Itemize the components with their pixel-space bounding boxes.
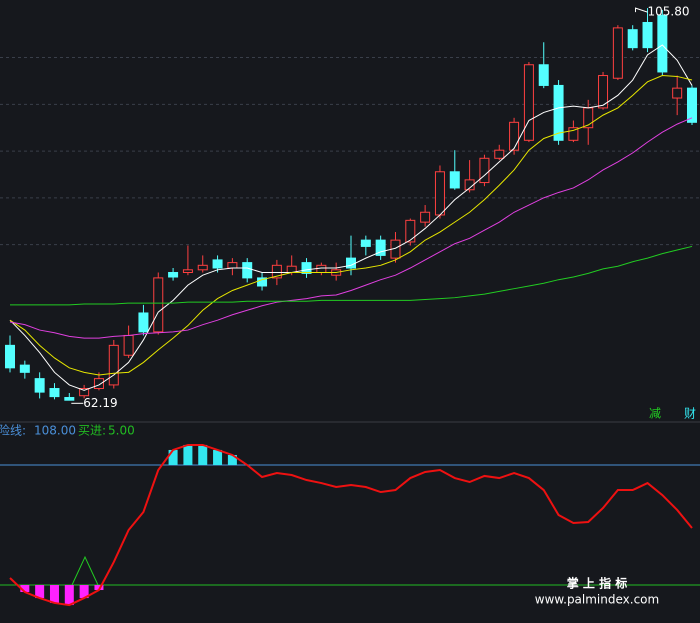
moving-average [10,245,693,306]
candle-body [153,277,164,333]
candle-body [568,127,579,141]
risk-value: 108.00 [34,424,76,438]
candle-body [316,264,327,274]
below-bar [20,585,30,593]
candle-body [123,334,134,356]
candle-body [553,84,564,141]
candle-body [657,14,668,73]
candle-body [242,262,253,279]
above-bar [227,454,237,465]
candle-body [538,64,549,86]
buy-value: 5.00 [108,424,135,438]
candle-body [138,312,149,333]
watermark-url: www.palmindex.com [535,593,659,607]
candle-body [168,272,179,278]
candle-body [405,219,416,243]
candle-body [108,344,119,386]
candle-body [19,364,30,373]
candle-body [301,262,312,274]
buy-name: 买进: [78,424,106,438]
high-pointer [635,7,648,13]
low-label: 62.19 [83,396,117,410]
below-bar [64,585,74,606]
candle-body [642,21,653,49]
watermark-title: 掌 上 指 标 [567,576,628,591]
below-bar [35,585,45,599]
signal-label: 财 [684,407,696,421]
candle-body [49,388,60,398]
candle-body [64,397,75,401]
below-bar [79,585,89,599]
candle-body [182,269,193,274]
candle-body [523,64,534,141]
candle-body [449,171,460,189]
high-label: 105.80 [648,5,690,19]
candle-body [612,27,623,79]
candle-body [257,277,268,287]
candle-body [227,262,238,269]
candle-body [434,171,445,216]
candle-body [479,157,490,184]
candle-body [494,149,505,159]
candle-body [598,75,609,109]
candle-body [464,179,475,191]
candle-body [346,257,356,269]
moving-average [9,117,693,339]
candle-body [672,87,683,99]
candle-body [509,121,520,151]
candle-body [212,259,223,269]
below-bar [49,585,59,603]
above-bar [183,444,193,465]
candle-body [5,344,15,369]
risk-name: 风险线: [0,423,26,438]
candle-body [79,388,90,397]
candle-body [360,239,371,247]
indicator-line [9,443,693,607]
candle-body [271,264,282,279]
below-bar [94,585,104,591]
signal-label: 减 [649,407,661,421]
above-bar [213,449,223,465]
candle-body [375,239,386,256]
candle-body [420,211,431,223]
candle-body [197,264,208,271]
above-bar [198,444,208,465]
candle-body [627,29,638,49]
above-bar [168,449,178,465]
candle-body [687,87,697,123]
moving-average [9,44,693,391]
candle-body [34,378,45,393]
candle-body [93,378,104,390]
moving-average [9,75,693,376]
